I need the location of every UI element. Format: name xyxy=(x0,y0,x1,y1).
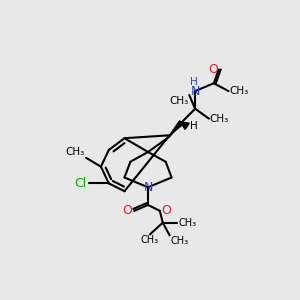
Text: CH₃: CH₃ xyxy=(141,236,159,245)
Text: N: N xyxy=(190,85,200,98)
Text: CH₃: CH₃ xyxy=(171,236,189,246)
Text: O: O xyxy=(122,204,132,218)
Text: H: H xyxy=(190,122,198,131)
Text: H: H xyxy=(190,77,198,87)
Text: Cl: Cl xyxy=(74,177,86,190)
Text: CH₃: CH₃ xyxy=(230,86,249,96)
Text: O: O xyxy=(161,204,171,218)
Text: CH₃: CH₃ xyxy=(210,114,229,124)
Text: CH₃: CH₃ xyxy=(169,96,188,106)
Text: CH₃: CH₃ xyxy=(65,147,84,157)
Polygon shape xyxy=(169,121,183,135)
Text: CH₃: CH₃ xyxy=(178,218,196,228)
Text: N: N xyxy=(143,181,153,194)
Text: O: O xyxy=(208,63,218,76)
